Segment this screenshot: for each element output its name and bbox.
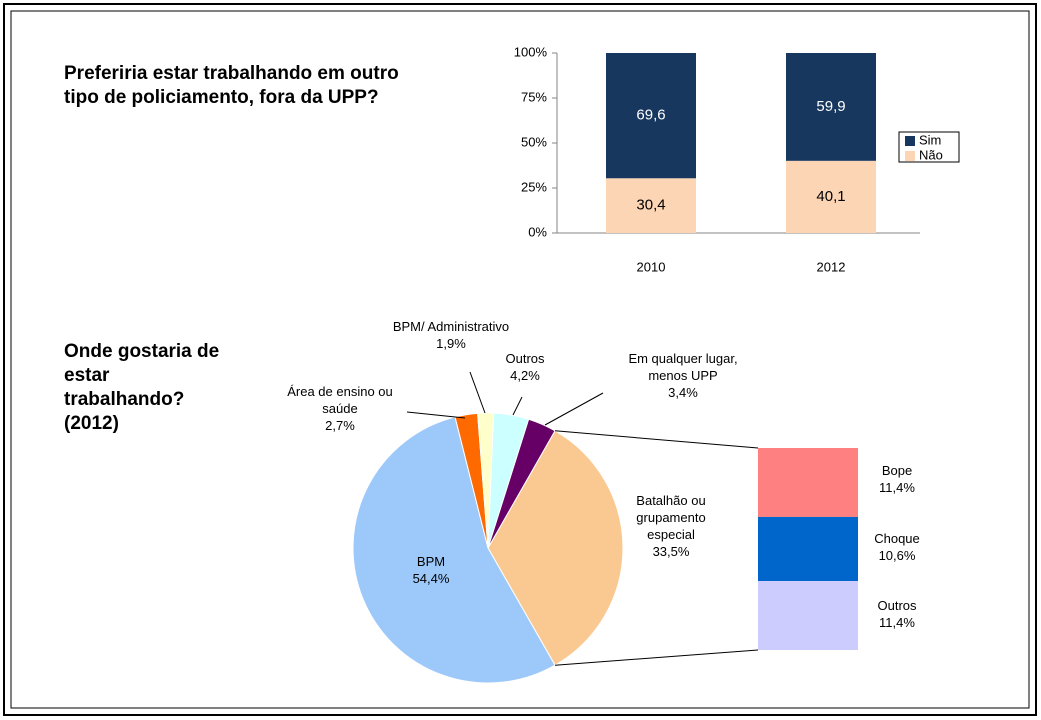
bar-segment bbox=[606, 53, 696, 179]
connector bbox=[554, 430, 759, 449]
breakdown-label-text: 11,4% bbox=[879, 480, 915, 495]
slice-label: BPM 54,4% bbox=[391, 553, 471, 587]
breakdown-label-text: Bope bbox=[881, 463, 913, 478]
legend-label: Sim bbox=[919, 132, 941, 147]
bar-segment bbox=[606, 178, 696, 233]
slice-label-text: 33,5% bbox=[652, 544, 690, 559]
leader-line bbox=[406, 411, 466, 419]
slice-label: Outros 4,2% bbox=[485, 350, 565, 384]
breakdown-label: Bope 11,4% bbox=[857, 462, 937, 496]
slice-label-text: 1,9% bbox=[436, 336, 466, 351]
chart-title: Preferiria estar trabalhando em outro ti… bbox=[64, 63, 399, 108]
y-tick-label: 75% bbox=[521, 89, 547, 104]
value-label: 40,1 bbox=[816, 188, 845, 205]
slice-label-text: 2,7% bbox=[325, 418, 355, 433]
slice-label-text: Batalhão ou grupamento especial bbox=[636, 493, 706, 542]
inner-frame bbox=[10, 10, 1030, 709]
y-tick-label: 50% bbox=[521, 134, 547, 149]
breakdown-label: Outros 11,4% bbox=[857, 597, 937, 631]
slice-label: BPM/ Administrativo 1,9% bbox=[366, 318, 536, 352]
value-label: 59,9 bbox=[816, 98, 845, 115]
bar-segment bbox=[786, 53, 876, 161]
leader-line bbox=[469, 371, 486, 414]
breakdown-segment bbox=[758, 516, 858, 582]
breakdown-segment bbox=[758, 448, 858, 517]
slice-label: Em qualquer lugar, menos UPP 3,4% bbox=[613, 350, 753, 401]
x-tick-label: 2010 bbox=[637, 259, 666, 274]
legend-swatch bbox=[905, 136, 915, 146]
y-tick-label: 25% bbox=[521, 179, 547, 194]
legend-swatch bbox=[905, 151, 915, 161]
slice-label-text: Área de ensino ou saúde bbox=[287, 384, 393, 416]
breakdown-label-text: Outros bbox=[877, 598, 917, 613]
pie-slice bbox=[352, 416, 556, 684]
connector bbox=[554, 649, 759, 666]
slice-label-text: BPM/ Administrativo bbox=[392, 319, 510, 334]
breakdown-label-text: Choque bbox=[874, 531, 920, 546]
leader-line bbox=[512, 396, 523, 416]
x-tick-label: 2012 bbox=[817, 259, 846, 274]
chart-title: Onde gostaria de estar trabalhando? (201… bbox=[64, 341, 220, 434]
slice-label-text: 54,4% bbox=[412, 571, 450, 586]
breakdown-label-text: 10,6% bbox=[878, 548, 916, 563]
value-label: 69,6 bbox=[636, 107, 665, 124]
slice-label: Área de ensino ou saúde 2,7% bbox=[270, 383, 410, 434]
outer-frame bbox=[3, 3, 1037, 716]
breakdown-label-text: 11,4% bbox=[879, 615, 915, 630]
y-tick-label: 100% bbox=[514, 44, 548, 59]
legend-label: Não bbox=[919, 147, 943, 162]
bar-segment bbox=[786, 160, 876, 233]
slice-label-text: 4,2% bbox=[510, 368, 540, 383]
slice-label-text: BPM bbox=[416, 554, 446, 569]
slice-label: Batalhão ou grupamento especial 33,5% bbox=[636, 492, 706, 560]
y-tick-label: 0% bbox=[528, 224, 547, 239]
slice-label-text: Em qualquer lugar, menos UPP bbox=[628, 351, 738, 383]
value-label: 30,4 bbox=[636, 197, 665, 214]
breakdown-segment bbox=[758, 581, 858, 650]
pie-slice bbox=[487, 418, 556, 549]
slice-label-text: Outros bbox=[505, 351, 545, 366]
leader-line bbox=[544, 392, 604, 426]
breakdown-label: Choque 10,6% bbox=[857, 530, 937, 564]
slice-label-text: 3,4% bbox=[668, 385, 698, 400]
